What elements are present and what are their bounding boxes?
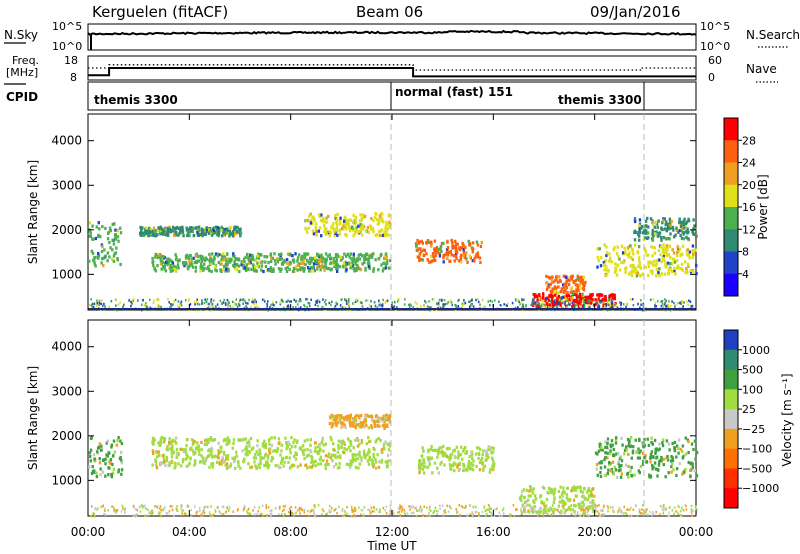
cpid-panel: CPID themis 3300 normal (fast) 151 themi…	[6, 81, 697, 111]
freq-right-tick-bottom: 0	[708, 71, 715, 84]
freq-label-line2: [MHz]	[6, 66, 38, 79]
freq-label-line1: Freq.	[12, 54, 39, 67]
velocity-ytick-label-4000: 4000	[51, 340, 82, 354]
power-echoes	[88, 212, 698, 312]
power-echo-band-4	[304, 212, 392, 238]
velocity-panel: 1000 2000 3000 4000 Slant Range [km] 00:00 0…	[26, 114, 713, 553]
velocity-colorbar-label: Velocity [m s⁻¹]	[780, 373, 794, 466]
x-tick-label-4: 12:00	[375, 525, 410, 539]
x-tick-label-1: 00:00	[71, 525, 106, 539]
x-tick-label-6: 20:00	[577, 525, 612, 539]
velocity-colorbar-segment-1	[724, 330, 738, 351]
power-echo-band-7	[545, 274, 587, 295]
cpid-segment-2: normal (fast) 151	[395, 85, 513, 99]
velocity-colorbar-tick-4: 25	[742, 403, 756, 416]
velocity-echo-band-6	[594, 436, 699, 479]
velocity-echo-band-3	[328, 413, 392, 431]
power-colorbar-tick-24: 24	[742, 157, 756, 170]
power-colorbar: 28 24 20 16 12 8 4 Power [dB]	[723, 117, 770, 297]
power-colorbar-segment-4	[724, 184, 738, 208]
freq-right-tick-top: 60	[708, 54, 722, 67]
power-ytick-label-1000: 1000	[51, 267, 82, 281]
velocity-echoes	[88, 413, 699, 518]
velocity-ytick-label-2000: 2000	[51, 429, 82, 443]
nave-trace	[88, 64, 696, 71]
frequency-trace	[88, 67, 696, 78]
power-colorbar-segment-5	[724, 207, 738, 230]
power-colorbar-segment-2	[724, 140, 738, 163]
power-echo-band-3	[138, 225, 243, 238]
velocity-echo-band-2	[151, 435, 392, 471]
x-tick-label-3: 08:00	[273, 525, 308, 539]
power-echo-band-5	[414, 238, 483, 265]
power-colorbar-segment-1	[724, 118, 738, 141]
cpid-label: CPID	[6, 90, 38, 104]
velocity-colorbar-tick-2: 500	[742, 364, 763, 377]
beam-title: Beam 06	[356, 3, 423, 21]
velocity-colorbar-segment-8	[724, 468, 738, 489]
power-echo-band-8	[596, 243, 698, 278]
power-colorbar-tick-16: 16	[742, 201, 756, 214]
power-colorbar-tick-20: 20	[742, 179, 756, 192]
freq-left-tick-top: 18	[64, 54, 78, 67]
velocity-colorbar-tick-8: −1000	[742, 482, 779, 495]
noise-left-tick-bottom: 10^0	[52, 40, 82, 53]
cpid-segment-1: themis 3300	[94, 93, 178, 107]
noise-sky-label: N.Sky	[4, 28, 38, 42]
velocity-ytick-label-3000: 3000	[51, 384, 82, 398]
velocity-colorbar-tick-3: 100	[742, 383, 763, 396]
noise-left-tick-top: 10^5	[52, 20, 82, 33]
power-y-axis-label: Slant Range [km]	[26, 160, 40, 264]
velocity-colorbar: 1000 500 100 25 −25 −100 −500 −1000 Velocity [m…	[723, 329, 794, 509]
power-colorbar-tick-4: 4	[742, 268, 749, 281]
velocity-colorbar-segment-3	[724, 369, 738, 390]
cpid-segment-3: themis 3300	[558, 93, 642, 107]
noise-right-tick-top: 10^5	[700, 20, 730, 33]
frequency-panel: Freq. [MHz] 18 8 60 0 Nave	[4, 54, 778, 85]
power-colorbar-tick-28: 28	[742, 134, 756, 147]
velocity-echo-band-1	[88, 435, 124, 479]
velocity-colorbar-segment-2	[724, 349, 738, 371]
velocity-colorbar-tick-5: −25	[742, 423, 765, 436]
x-tick-label-2: 04:00	[172, 525, 207, 539]
power-ytick-label-2000: 2000	[51, 223, 82, 237]
velocity-colorbar-tick-1: 1000	[742, 344, 770, 357]
power-colorbar-segment-3	[724, 162, 738, 186]
velocity-ground-scatter	[90, 504, 698, 518]
power-colorbar-tick-8: 8	[742, 246, 749, 259]
noise-sky-trace	[87, 29, 697, 36]
power-colorbar-segment-7	[724, 251, 738, 275]
power-colorbar-segment-6	[724, 229, 738, 252]
date-title: 09/Jan/2016	[590, 3, 681, 21]
noise-panel: N.Sky 10^5 10^0 10^5 10^0 N.Search	[4, 20, 800, 53]
power-colorbar-segment-8	[724, 273, 738, 297]
velocity-colorbar-tick-7: −500	[742, 462, 772, 475]
power-echo-band-2	[151, 252, 392, 274]
x-axis-label: Time UT	[366, 539, 417, 553]
velocity-colorbar-segment-9	[724, 488, 738, 509]
power-ytick-label-3000: 3000	[51, 178, 82, 192]
power-panel: 1000 2000 3000 4000 Slant Range [km]	[26, 113, 698, 312]
freq-left-tick-bottom: 8	[70, 71, 77, 84]
power-echo-band-1	[88, 221, 123, 268]
nave-label: Nave	[746, 62, 777, 76]
velocity-colorbar-segment-6	[724, 428, 738, 450]
velocity-ytick-label-1000: 1000	[51, 473, 82, 487]
velocity-echo-band-4	[417, 444, 496, 475]
x-tick-label-7: 00:00	[679, 525, 714, 539]
station-title: Kerguelen (fitACF)	[92, 3, 228, 21]
noise-right-tick-bottom: 10^0	[700, 40, 730, 53]
power-ytick-label-4000: 4000	[51, 134, 82, 148]
velocity-y-axis-label: Slant Range [km]	[26, 366, 40, 470]
power-echo-band-9	[633, 216, 698, 242]
power-colorbar-label: Power [dB]	[756, 174, 770, 239]
velocity-colorbar-segment-7	[724, 448, 738, 469]
x-tick-label-5: 16:00	[476, 525, 511, 539]
noise-search-label: N.Search	[746, 28, 800, 42]
velocity-colorbar-segment-4	[724, 389, 738, 410]
velocity-colorbar-segment-5	[724, 409, 738, 430]
velocity-colorbar-tick-6: −100	[742, 443, 772, 456]
power-colorbar-tick-12: 12	[742, 223, 756, 236]
